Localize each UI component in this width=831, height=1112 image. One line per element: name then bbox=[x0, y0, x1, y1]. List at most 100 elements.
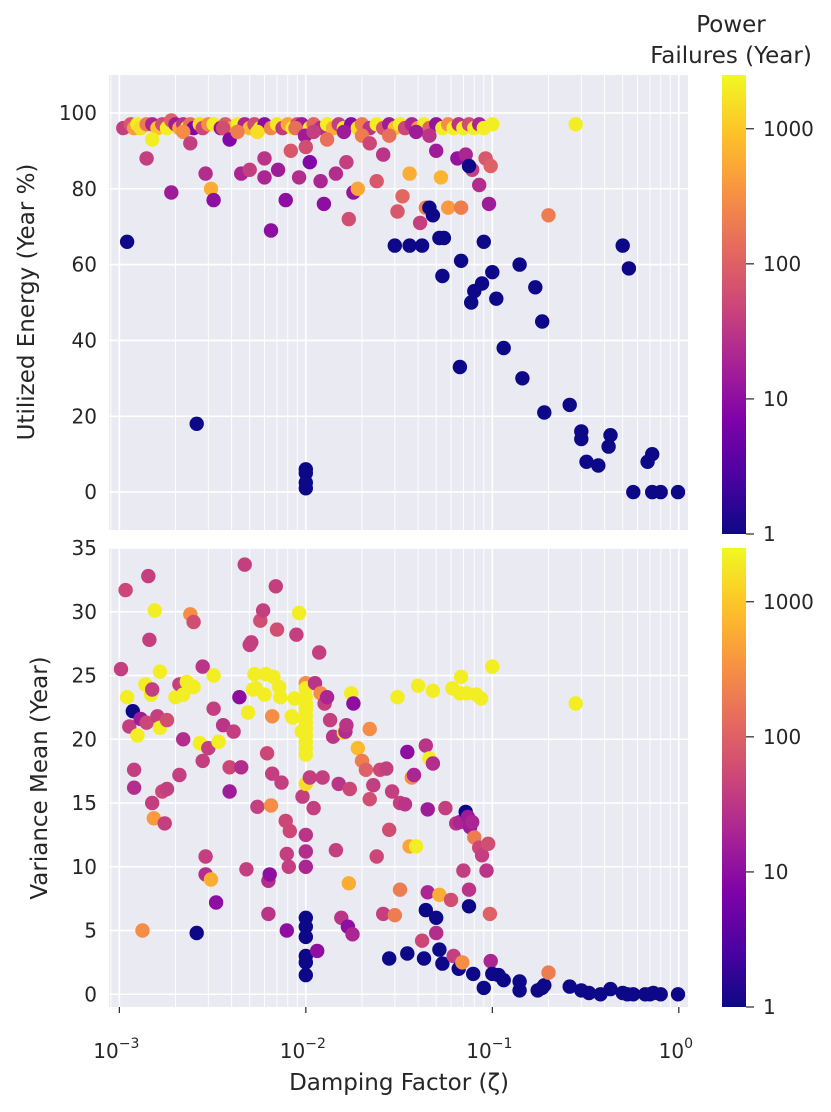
data-point bbox=[350, 181, 365, 196]
data-point bbox=[481, 836, 496, 851]
data-point bbox=[206, 668, 221, 683]
data-point bbox=[285, 710, 300, 725]
data-point bbox=[464, 295, 479, 310]
data-point bbox=[387, 238, 402, 253]
data-point bbox=[485, 117, 500, 132]
data-point bbox=[341, 876, 356, 891]
data-point bbox=[298, 929, 313, 945]
data-point bbox=[183, 136, 198, 151]
data-point bbox=[259, 746, 275, 761]
y-tick-label: 5 bbox=[84, 919, 97, 943]
data-point bbox=[366, 778, 381, 793]
data-point bbox=[164, 185, 179, 200]
colorbar-tick-label: 1000 bbox=[763, 117, 814, 141]
variance-mean-panel: 0 5 10 15 20 25 30 35 Variance Mean (Year) bbox=[27, 536, 688, 1007]
data-point bbox=[479, 863, 494, 878]
data-point bbox=[198, 166, 213, 181]
data-point bbox=[315, 770, 330, 785]
colorbar-tick-label: 1 bbox=[763, 995, 776, 1019]
data-point bbox=[456, 863, 471, 878]
data-point bbox=[483, 158, 498, 174]
data-point bbox=[306, 800, 321, 816]
data-point bbox=[496, 973, 511, 988]
data-point bbox=[653, 987, 668, 1002]
data-point bbox=[441, 200, 456, 215]
data-point bbox=[452, 359, 468, 375]
data-point bbox=[269, 622, 285, 637]
x-tick-label: 10−3 bbox=[93, 1036, 139, 1063]
y-tick-label: 15 bbox=[72, 791, 97, 815]
data-point bbox=[489, 291, 504, 306]
data-point bbox=[341, 211, 356, 227]
data-point bbox=[528, 280, 543, 295]
data-point bbox=[436, 230, 452, 246]
data-point bbox=[461, 882, 477, 897]
data-point bbox=[265, 766, 280, 781]
data-point bbox=[291, 605, 307, 621]
y-tick-label: 35 bbox=[72, 536, 97, 560]
data-point bbox=[206, 701, 221, 716]
data-point bbox=[234, 760, 249, 775]
colorbar-tick-label: 1000 bbox=[763, 590, 814, 614]
data-point bbox=[461, 899, 477, 914]
colorbar-gradient bbox=[722, 75, 746, 534]
data-point bbox=[474, 848, 490, 863]
data-point bbox=[418, 902, 433, 918]
data-point bbox=[325, 729, 341, 744]
data-point bbox=[376, 147, 391, 162]
y-tick-label: 30 bbox=[72, 600, 97, 624]
data-point bbox=[146, 811, 161, 826]
data-point bbox=[358, 762, 374, 777]
data-point bbox=[481, 196, 497, 212]
colorbar-tick-label: 1 bbox=[763, 522, 776, 546]
colorbar-tick-label: 10 bbox=[763, 860, 788, 884]
data-point bbox=[433, 170, 449, 185]
data-point bbox=[568, 117, 583, 132]
colorbar-bottom: 1 10 100 1000 bbox=[722, 548, 814, 1019]
data-point bbox=[176, 124, 191, 140]
colorbar-title-line2: Failures (Year) bbox=[650, 43, 812, 69]
data-point bbox=[176, 687, 191, 702]
data-point bbox=[189, 925, 204, 941]
data-point bbox=[263, 798, 279, 813]
data-point bbox=[626, 987, 641, 1002]
data-point bbox=[159, 712, 175, 728]
data-point bbox=[346, 696, 361, 711]
data-point bbox=[230, 124, 245, 140]
data-point bbox=[239, 862, 254, 877]
data-point bbox=[250, 124, 265, 140]
y-axis-label: Variance Mean (Year) bbox=[27, 656, 53, 899]
data-point bbox=[453, 253, 469, 268]
data-point bbox=[250, 799, 265, 814]
data-point bbox=[242, 162, 257, 177]
y-tick-label: 25 bbox=[72, 664, 97, 688]
data-point bbox=[222, 784, 237, 799]
data-point bbox=[562, 979, 577, 994]
data-point bbox=[402, 238, 417, 253]
data-point bbox=[390, 690, 405, 705]
data-point bbox=[408, 839, 424, 854]
data-point bbox=[537, 978, 552, 993]
data-point bbox=[278, 192, 293, 208]
data-point bbox=[472, 177, 487, 193]
data-point bbox=[453, 200, 469, 215]
data-point bbox=[645, 447, 660, 462]
data-point bbox=[273, 690, 288, 705]
data-point bbox=[535, 314, 550, 329]
data-point bbox=[141, 568, 156, 584]
data-point bbox=[215, 120, 231, 136]
data-point bbox=[298, 919, 313, 934]
plot-background bbox=[109, 75, 688, 530]
data-point bbox=[222, 760, 237, 775]
data-point bbox=[336, 124, 352, 140]
y-axis-label: Utilized Energy (Year %) bbox=[14, 164, 40, 441]
data-point bbox=[418, 738, 433, 753]
data-point bbox=[603, 428, 618, 443]
data-point bbox=[382, 128, 397, 143]
data-point bbox=[362, 792, 377, 807]
data-point bbox=[263, 223, 279, 238]
data-point bbox=[339, 155, 354, 170]
y-tick-label: 60 bbox=[72, 253, 97, 277]
y-tick-label: 0 bbox=[84, 480, 97, 504]
